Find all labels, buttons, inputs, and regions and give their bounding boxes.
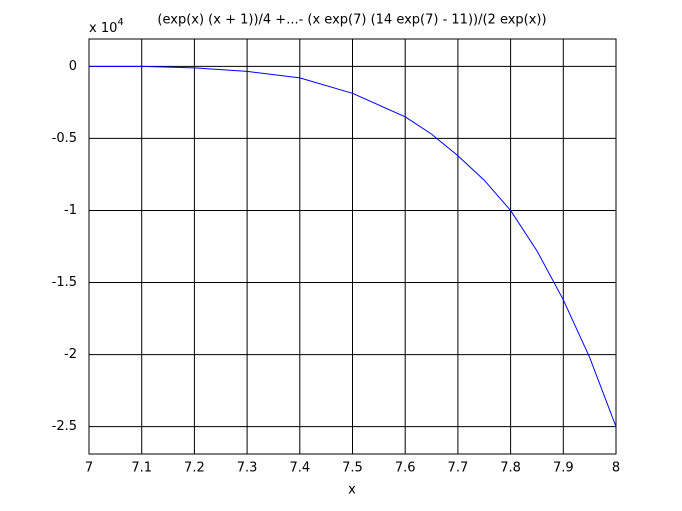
y-tick-label: 0	[69, 59, 77, 74]
x-tick-label: 7.9	[553, 461, 574, 476]
x-axis-label: x	[348, 483, 356, 498]
chart-title: (exp(x) (x + 1))/4 +...- (x exp(7) (14 e…	[157, 13, 546, 28]
plot-frame	[88, 38, 617, 455]
y-multiplier: x 104	[89, 17, 124, 36]
y-tick-label: -1.5	[52, 275, 77, 290]
x-tick-label: 7	[85, 461, 93, 476]
y-tick-label: -1	[64, 203, 77, 218]
x-tick-label: 7.7	[448, 461, 469, 476]
x-tick-label: 7.6	[395, 461, 416, 476]
y-tick-label: -2.5	[52, 419, 77, 434]
x-tick-label: 7.8	[500, 461, 521, 476]
x-tick-label: 7.1	[131, 461, 152, 476]
x-tick-label: 7.4	[289, 461, 310, 476]
y-tick-label: -0.5	[52, 131, 77, 146]
y-tick-label: -2	[64, 347, 77, 362]
x-tick-label: 7.5	[342, 461, 363, 476]
multiplier-exponent: 4	[117, 17, 123, 28]
x-tick-label: 7.3	[237, 461, 258, 476]
data-line	[89, 65, 617, 427]
multiplier-base: x 10	[89, 21, 117, 36]
x-tick-label: 8	[612, 461, 620, 476]
x-tick-label: 7.2	[184, 461, 205, 476]
